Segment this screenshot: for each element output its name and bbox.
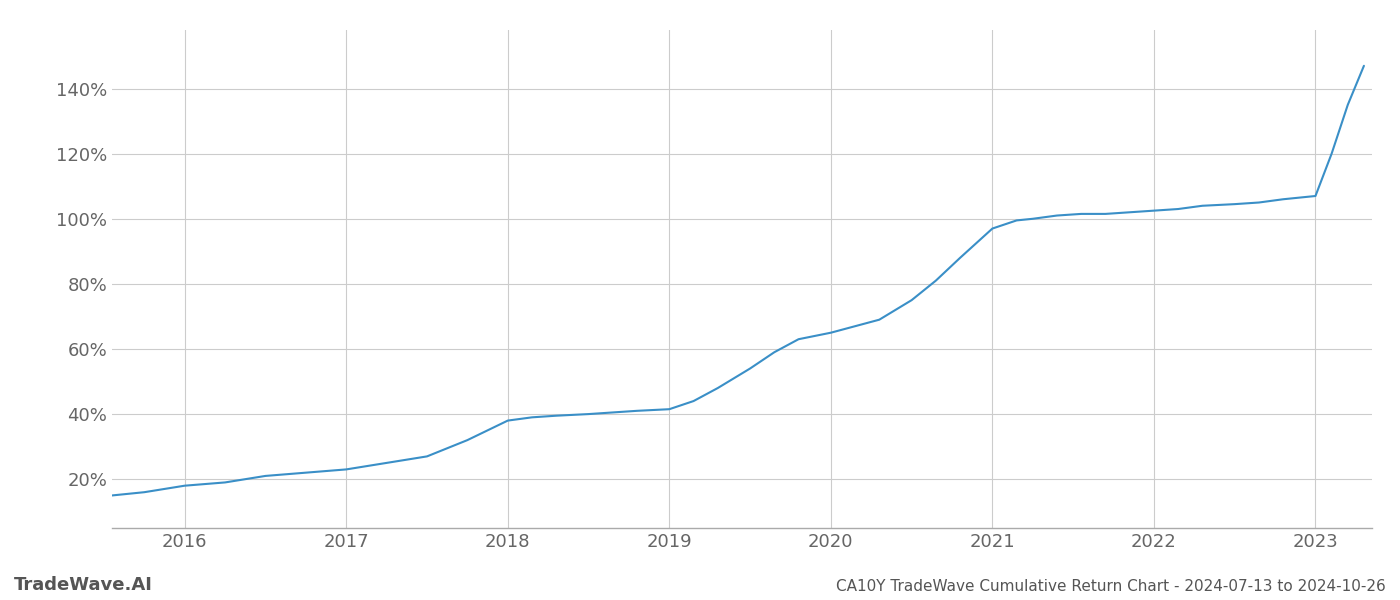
Text: CA10Y TradeWave Cumulative Return Chart - 2024-07-13 to 2024-10-26: CA10Y TradeWave Cumulative Return Chart … — [836, 579, 1386, 594]
Text: TradeWave.AI: TradeWave.AI — [14, 576, 153, 594]
